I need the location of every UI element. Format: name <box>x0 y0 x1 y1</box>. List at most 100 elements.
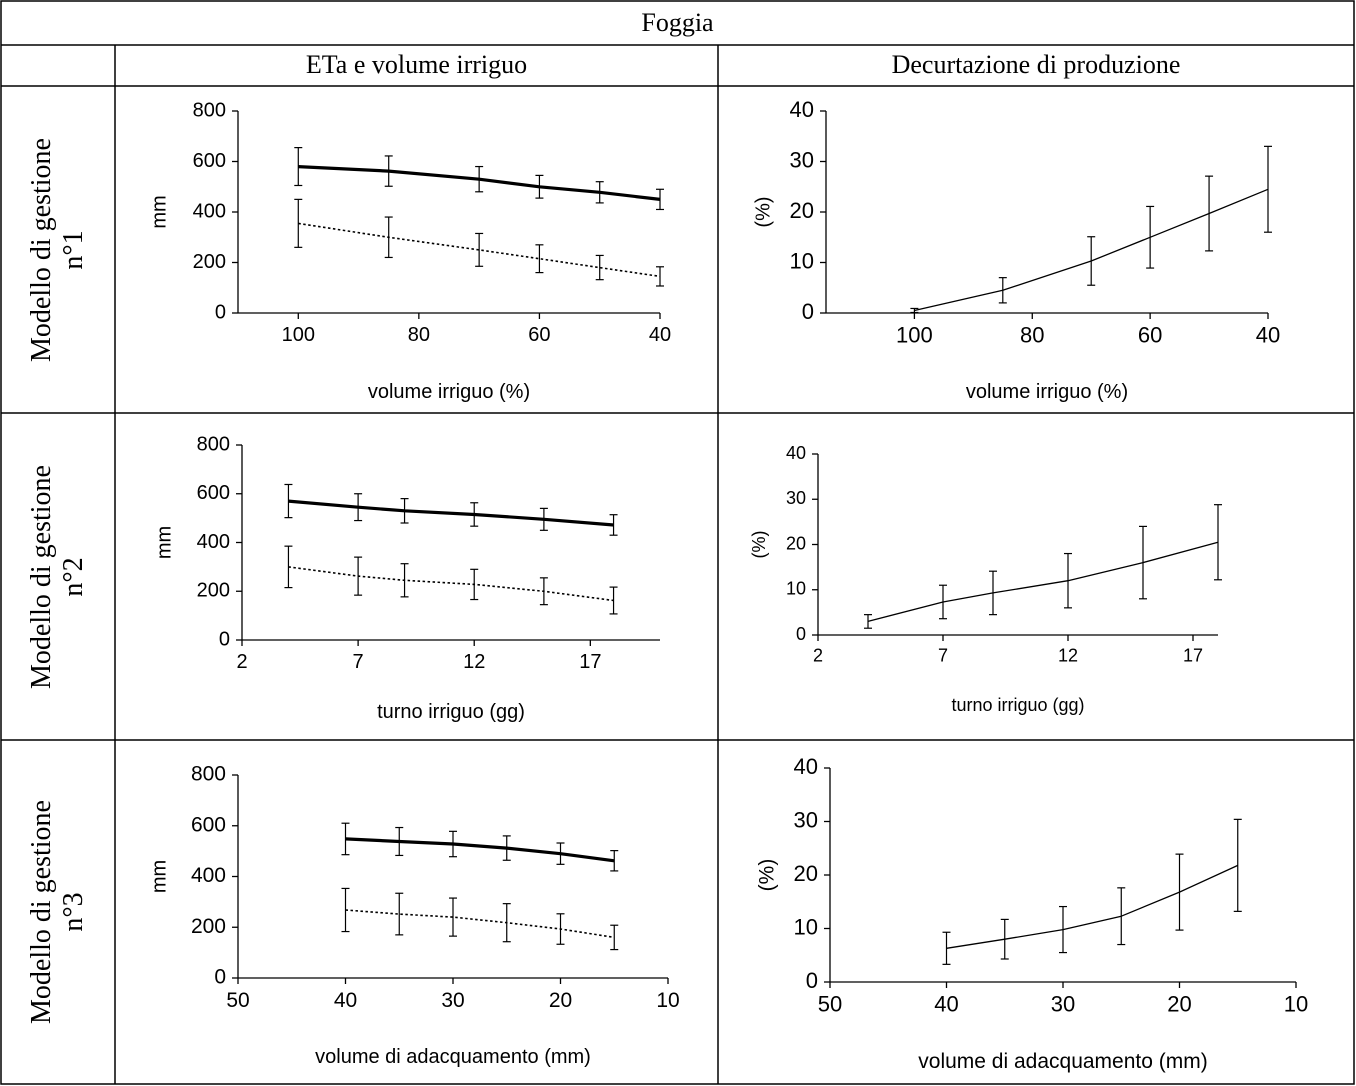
x-tick-label: 7 <box>938 645 948 665</box>
error-bar <box>502 835 511 861</box>
y-tick-label: 400 <box>197 531 230 553</box>
x-tick-label: 2 <box>813 645 823 665</box>
x-axis-label: volume di adacquamento (mm) <box>918 1050 1207 1073</box>
error-bar <box>1000 918 1009 960</box>
x-tick-label: 17 <box>1183 645 1203 665</box>
series-line-1 <box>867 541 1219 623</box>
series-line-1 <box>914 188 1269 312</box>
y-tick-label: 40 <box>794 754 818 779</box>
error-bar <box>354 556 363 596</box>
error-bar <box>1146 205 1155 269</box>
x-axis-label: volume irriguo (%) <box>368 381 530 403</box>
error-bar <box>656 266 664 287</box>
error-bar <box>989 570 997 616</box>
y-tick-label: 400 <box>191 864 226 887</box>
y-tick-label: 10 <box>794 914 818 939</box>
error-bar <box>1059 905 1067 954</box>
error-bar <box>294 147 303 187</box>
error-bar <box>294 198 303 248</box>
y-tick-label: 30 <box>790 147 814 172</box>
error-bar <box>470 568 479 601</box>
error-bar <box>449 830 457 858</box>
y-tick-label: 0 <box>219 628 230 650</box>
y-tick-label: 800 <box>197 433 230 455</box>
error-bar <box>395 892 404 936</box>
y-tick-label: 400 <box>193 200 226 222</box>
x-tick-label: 50 <box>818 992 842 1017</box>
error-bar <box>400 498 409 524</box>
x-tick-label: 50 <box>226 989 249 1012</box>
x-tick-label: 40 <box>334 989 357 1012</box>
x-tick-label: 60 <box>528 324 550 346</box>
x-tick-label: 10 <box>1284 992 1308 1017</box>
error-bar <box>284 545 293 589</box>
x-tick-label: 20 <box>549 989 572 1012</box>
error-bar <box>535 174 544 199</box>
error-bar <box>595 254 604 281</box>
y-tick-label: 600 <box>193 150 226 172</box>
error-bar <box>1205 175 1214 252</box>
y-axis-label: mm <box>148 860 170 893</box>
error-bar <box>449 897 457 937</box>
x-tick-label: 30 <box>441 989 464 1012</box>
x-tick-label: 60 <box>1138 323 1162 348</box>
error-bar <box>384 216 393 259</box>
column-header-decurtazione: Decurtazione di produzione <box>891 50 1181 79</box>
series-line-1 <box>298 165 661 201</box>
error-bar <box>939 584 947 620</box>
y-tick-label: 20 <box>786 533 806 553</box>
error-bar <box>609 586 618 615</box>
y-axis-label: (%) <box>749 531 769 559</box>
series-line-1 <box>946 864 1239 949</box>
y-axis-label: (%) <box>752 196 774 227</box>
x-tick-label: 12 <box>463 651 485 673</box>
y-tick-label: 200 <box>193 251 226 273</box>
y-tick-label: 20 <box>794 861 818 886</box>
error-bar <box>1064 552 1072 609</box>
error-bar <box>341 822 350 856</box>
error-bar <box>400 563 409 598</box>
x-tick-label: 40 <box>934 992 958 1017</box>
error-bar <box>384 155 393 187</box>
y-tick-label: 40 <box>786 443 806 463</box>
series-line-1 <box>288 499 614 527</box>
error-bar <box>864 614 872 629</box>
x-tick-label: 10 <box>656 989 679 1012</box>
x-tick-label: 20 <box>1167 992 1191 1017</box>
error-bar <box>942 931 951 965</box>
x-tick-label: 100 <box>282 324 315 346</box>
y-tick-label: 0 <box>215 301 226 323</box>
column-header-eta: ETa e volume irriguo <box>305 50 528 79</box>
y-tick-label: 800 <box>191 763 226 786</box>
error-bar <box>610 850 619 872</box>
error-bar <box>475 232 484 267</box>
x-axis-label: turno irriguo (gg) <box>377 701 525 723</box>
y-tick-label: 200 <box>197 580 230 602</box>
error-bar <box>998 277 1007 304</box>
x-tick-label: 12 <box>1058 645 1078 665</box>
y-tick-label: 30 <box>786 488 806 508</box>
error-bar <box>609 514 618 536</box>
y-tick-label: 0 <box>806 968 818 993</box>
error-bar <box>395 826 404 857</box>
y-tick-label: 10 <box>790 248 814 273</box>
error-bar <box>556 842 565 865</box>
error-bar <box>1264 145 1272 233</box>
x-tick-label: 80 <box>1020 323 1044 348</box>
x-axis-label: volume irriguo (%) <box>966 381 1128 403</box>
error-bar <box>610 924 619 951</box>
y-tick-label: 600 <box>197 482 230 504</box>
y-axis-label: (%) <box>756 859 779 892</box>
error-bar <box>535 244 544 274</box>
error-bar <box>556 913 565 945</box>
error-bar <box>1087 236 1096 286</box>
y-tick-label: 600 <box>191 813 226 836</box>
error-bar <box>539 507 548 531</box>
y-tick-label: 0 <box>796 624 806 644</box>
x-axis-label: turno irriguo (gg) <box>951 695 1084 715</box>
